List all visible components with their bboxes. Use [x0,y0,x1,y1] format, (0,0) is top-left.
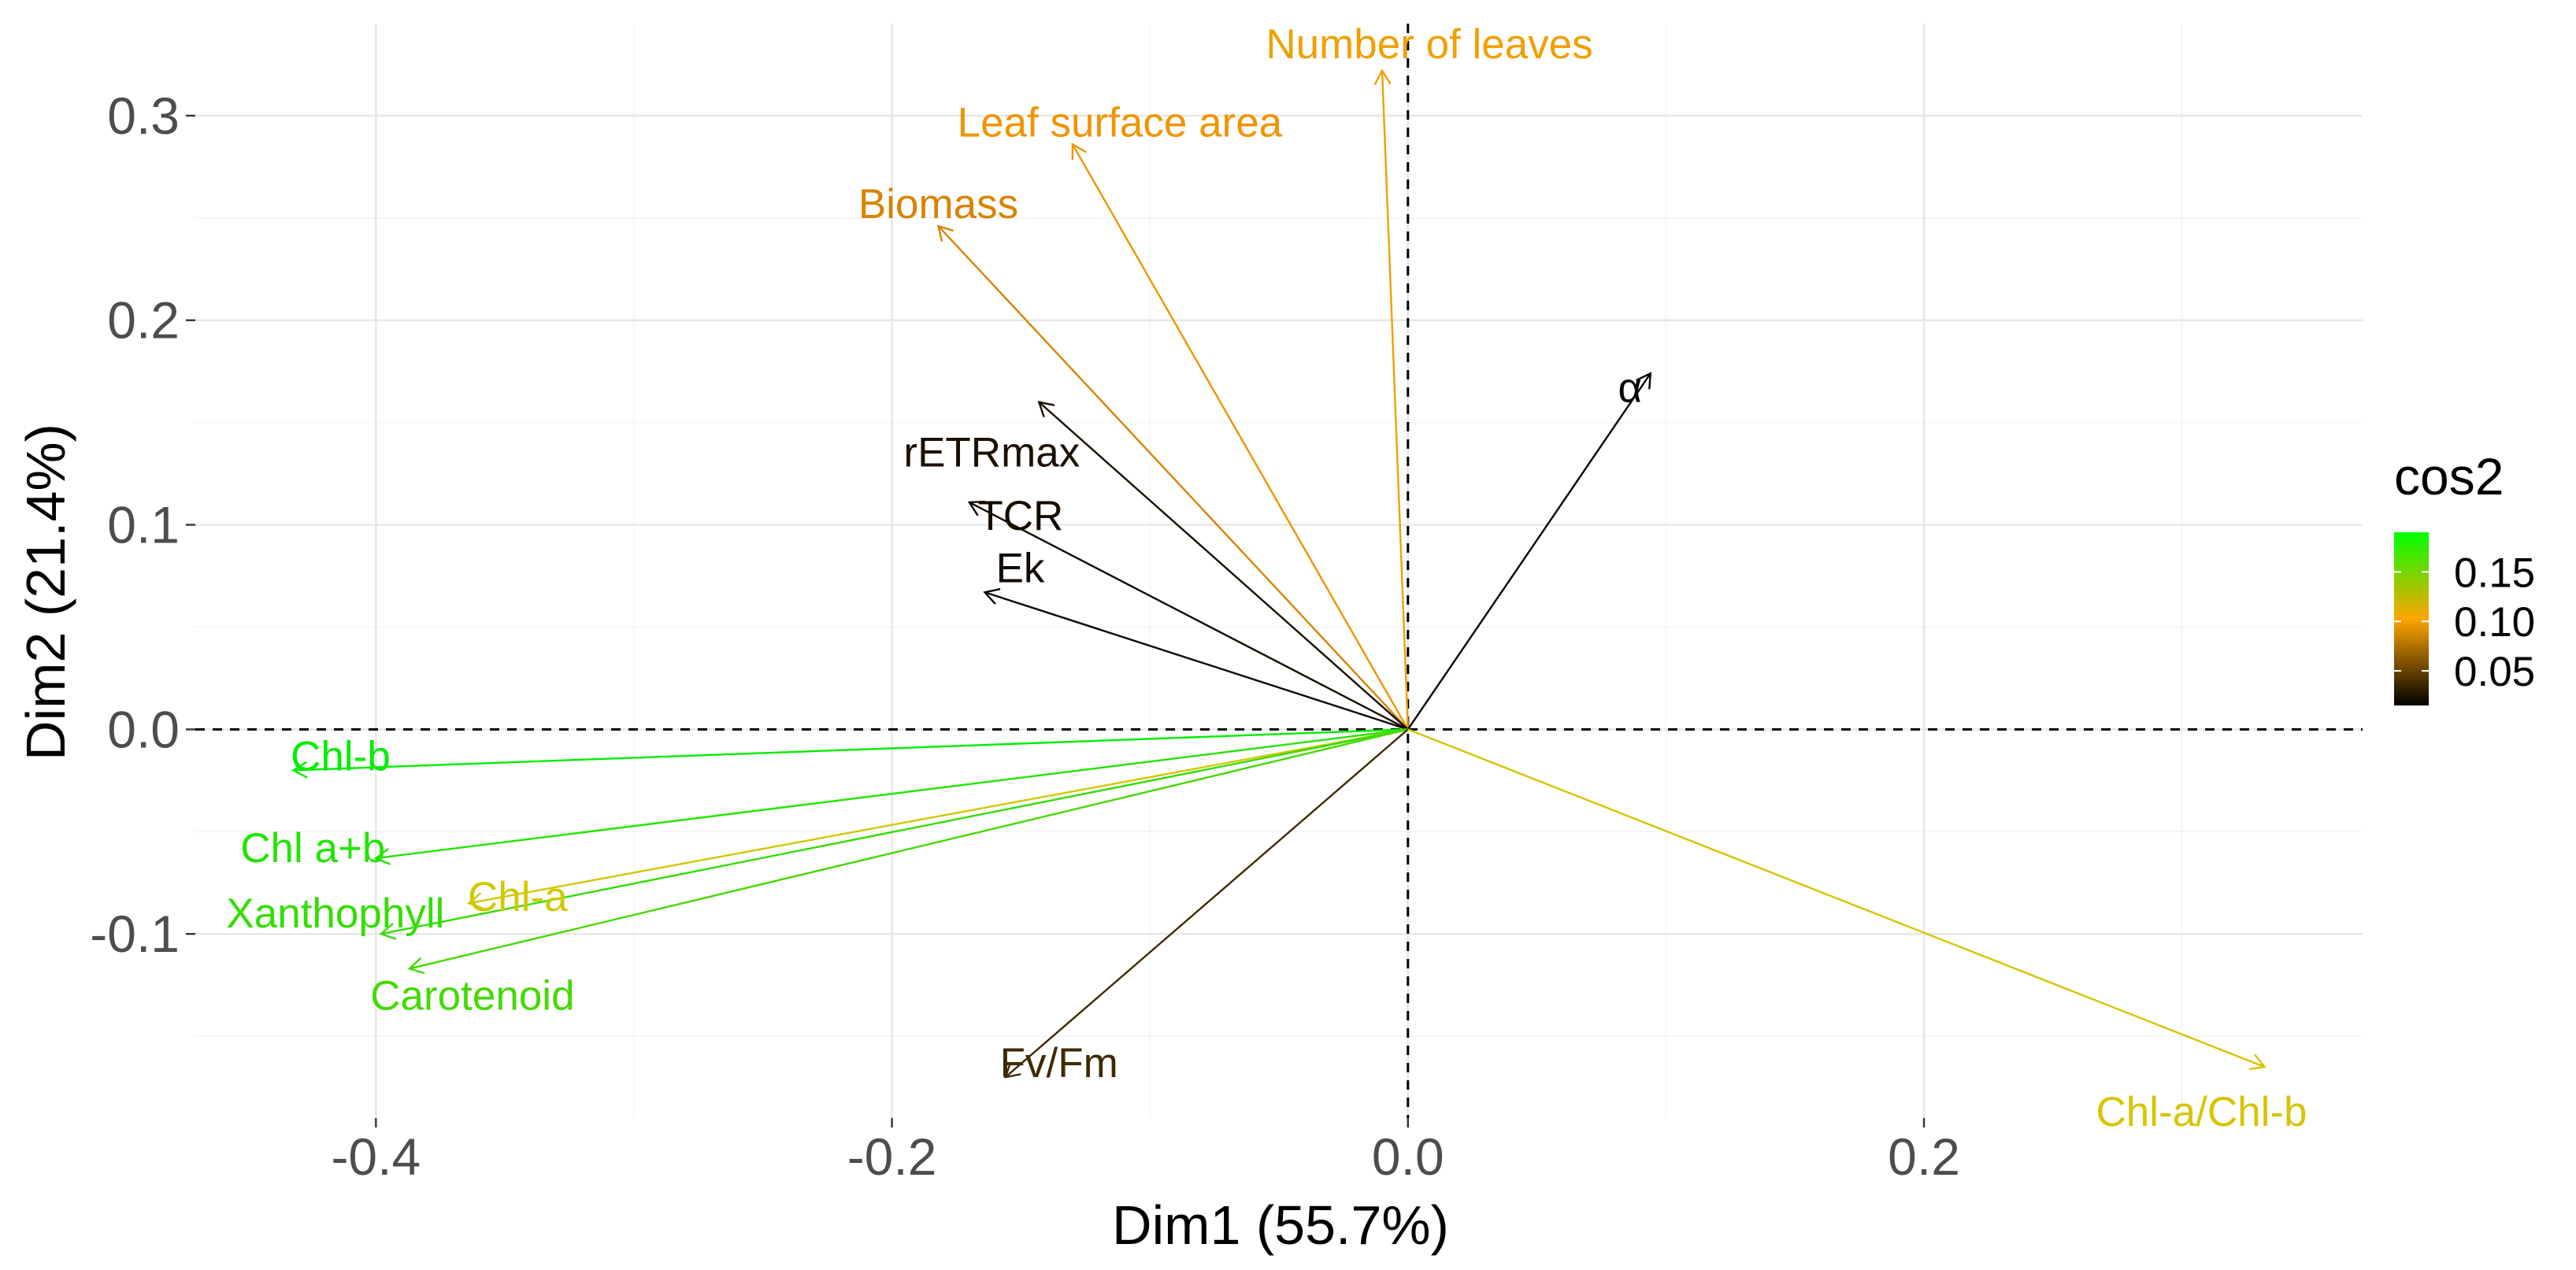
label-chl-a-b: Chl a+b [240,825,385,872]
arrow-number-of-leaves [1381,70,1410,730]
legend-tick-label: 0.15 [2454,550,2535,596]
y-tick-label: 0.3 [107,87,180,145]
axes: -0.4 -0.2 0.0 0.2 -0.1 0.0 0.1 0.2 0.3 [90,87,1960,1186]
x-tick-label: -0.4 [331,1127,421,1186]
label-fv-fm: Fv/Fm [1000,1040,1118,1087]
arrowhead-carotenoid [407,957,425,975]
arrow-biomass [937,225,1409,731]
reference-lines [195,24,2363,1118]
legend-tick-label: 0.05 [2454,649,2535,695]
arrow-xanthophyll [380,728,1409,935]
arrowhead-tcr [967,500,985,517]
y-tick-label: 0.0 [107,700,180,758]
arrowhead-α [1636,372,1652,390]
x-tick-label: 0.2 [1888,1127,1960,1186]
label-chl-a-chl-b: Chl-a/Chl-b [2096,1089,2307,1135]
legend-title: cos2 [2394,447,2504,505]
label-tcr: TCR [977,493,1063,539]
arrow-tcr [969,501,1409,731]
arrow-ek [984,591,1409,731]
x-axis-title: Dim1 (55.7%) [1112,1194,1449,1256]
arrowhead-fv-fm [1003,1061,1021,1079]
label-chl-b: Chl-b [291,733,391,779]
variable-arrows [291,68,2267,1079]
label-biomass: Biomass [858,181,1018,228]
arrow-carotenoid [409,728,1409,970]
variable-labels: Number of leaves Leaf surface area Biomass… [226,21,2307,1135]
label-carotenoid: Carotenoid [370,972,574,1019]
y-tick-label: -0.1 [90,905,180,963]
label-ek: Ek [996,545,1045,591]
legend-tick-label: 0.10 [2454,599,2535,646]
label-α: α [1618,365,1642,411]
arrow-chl-a-chl-b [1407,728,2265,1068]
arrowhead-ek [983,587,1001,605]
arrow-α [1407,372,1651,731]
x-tick-label: -0.2 [847,1127,937,1186]
label-number-of-leaves: Number of leaves [1266,21,1592,68]
label-retrmax: rETRmax [903,430,1080,476]
x-tick-label: 0.0 [1372,1127,1444,1186]
y-tick-label: 0.1 [107,496,180,554]
y-tick-label: 0.2 [107,291,180,350]
arrowhead-chl-a-chl-b [2248,1053,2267,1071]
label-leaf-surface-area: Leaf surface area [958,99,1283,146]
arrow-fv-fm [1004,728,1409,1078]
arrowhead-chl-a [466,892,484,910]
label-xanthophyll: Xanthophyll [226,890,444,937]
y-axis-title: Dim2 (21.4%) [15,424,76,761]
cos2-legend: cos2 0.150.100.05 [2394,447,2535,705]
arrowhead-chl-a-b [373,848,391,865]
arrowhead-number-of-leaves [1373,68,1392,86]
legend-colorbar [2394,532,2429,705]
arrow-chl-a-b [376,728,1408,860]
arrowhead-leaf-surface-area [1071,143,1087,161]
arrowhead-retrmax [1037,401,1055,418]
arrow-chl-a [469,728,1409,905]
arrowhead-biomass [936,224,954,242]
label-chl-a: Chl-a [468,874,568,920]
arrowhead-xanthophyll [379,923,397,940]
legend-ticks: 0.150.100.05 [2394,550,2535,695]
arrow-leaf-surface-area [1071,143,1409,730]
arrow-chl-b [293,728,1408,772]
arrow-retrmax [1038,401,1409,731]
arrowhead-chl-b [291,761,308,779]
